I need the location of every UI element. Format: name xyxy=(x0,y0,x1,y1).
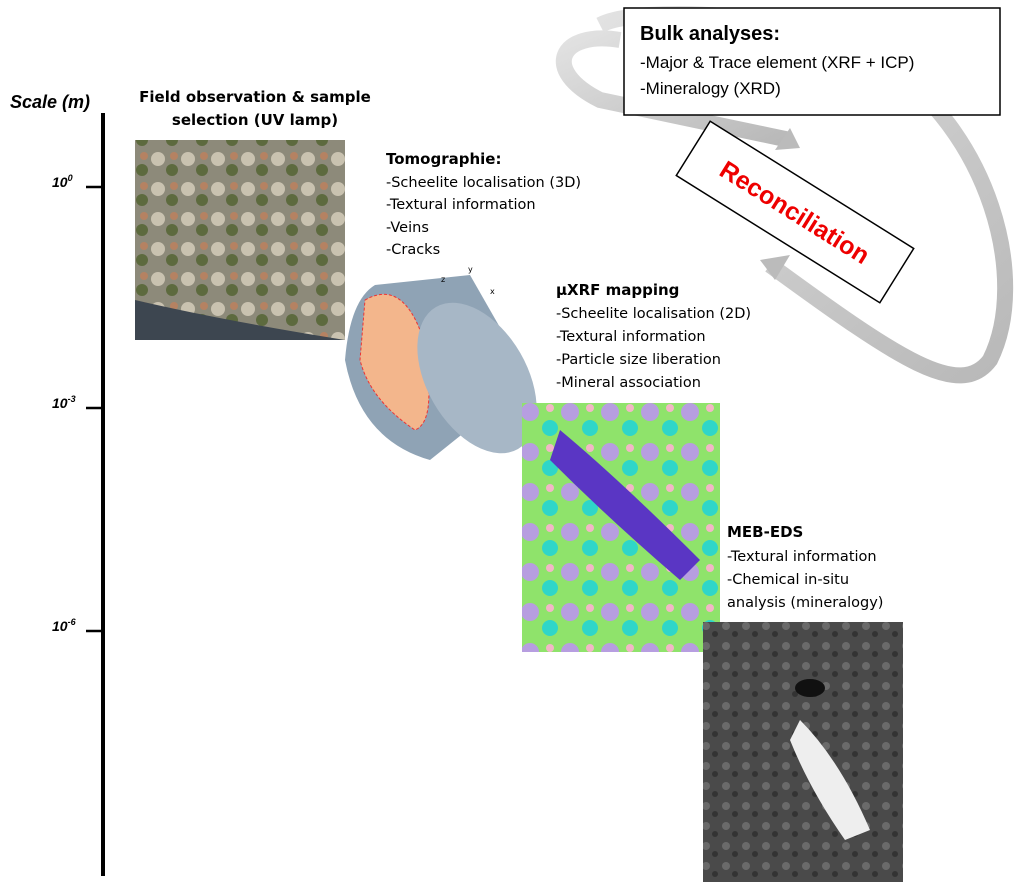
axis-label: y xyxy=(468,265,473,274)
bulk-item: -Mineralogy (XRD) xyxy=(640,79,781,98)
uxrf-item: -Mineral association xyxy=(556,375,701,391)
bulk-title: Bulk analyses: xyxy=(640,23,780,45)
axis-label: x xyxy=(490,287,495,296)
meb-item: analysis (mineralogy) xyxy=(727,595,883,611)
field-title: Field observation & sample xyxy=(139,88,371,106)
scale-tick-label: 10-3 xyxy=(52,394,76,411)
axis-label: z xyxy=(441,275,445,284)
tomo-item: -Cracks xyxy=(386,242,440,258)
tomo-item: -Scheelite localisation (3D) xyxy=(386,175,581,191)
uxrf-item: -Textural information xyxy=(556,329,706,345)
tick-exponent: -6 xyxy=(68,617,77,627)
tick-base: 10 xyxy=(52,395,68,411)
uxrf-item: -Particle size liberation xyxy=(556,352,721,368)
tick-exponent: 0 xyxy=(68,173,73,183)
meb-item: -Chemical in-situ xyxy=(727,572,849,588)
scale-title: Scale (m) xyxy=(10,92,90,112)
meb-title: MEB-EDS xyxy=(727,523,803,541)
tomo-item: -Veins xyxy=(386,220,429,236)
field-title: selection (UV lamp) xyxy=(172,111,338,129)
bulk-item: -Major & Trace element (XRF + ICP) xyxy=(640,53,914,72)
tick-base: 10 xyxy=(52,174,68,190)
scale-tick-label: 10-6 xyxy=(52,617,77,634)
sem-hole xyxy=(795,679,825,697)
scale-tick-label: 100 xyxy=(52,173,73,190)
tomo-title: Tomographie: xyxy=(386,150,501,168)
meb-item: -Textural information xyxy=(727,549,877,565)
tick-base: 10 xyxy=(52,618,68,634)
uxrf-item: -Scheelite localisation (2D) xyxy=(556,306,751,322)
diagram: Bulk analyses: -Major & Trace element (X… xyxy=(0,0,1015,885)
tick-exponent: -3 xyxy=(68,394,76,404)
uxrf-title: µXRF mapping xyxy=(556,281,679,299)
tomo-item: -Textural information xyxy=(386,197,536,213)
